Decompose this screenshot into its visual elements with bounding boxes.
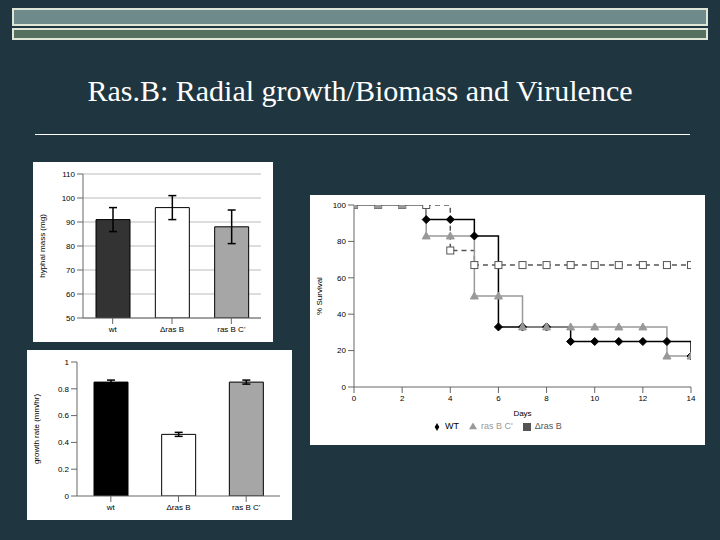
svg-text:0: 0 — [342, 383, 347, 392]
svg-text:0.8: 0.8 — [58, 385, 70, 394]
svg-text:growth rate (mm/hr): growth rate (mm/hr) — [32, 394, 41, 465]
svg-text:8: 8 — [544, 394, 549, 403]
html-text:Ras.B: Radial growth/Biomass a: Ras.B: Radial growth/Biomass and Virulen… — [87, 74, 633, 107]
svg-text:4: 4 — [448, 394, 453, 403]
svg-text:100: 100 — [333, 201, 347, 210]
svg-text:0: 0 — [352, 394, 357, 403]
svg-text:80: 80 — [66, 242, 75, 251]
svg-text:60: 60 — [337, 274, 346, 283]
svg-text:hyphal mass (mg): hyphal mass (mg) — [38, 214, 47, 278]
svg-text:ras B C': ras B C' — [232, 503, 261, 512]
svg-text:ras B C': ras B C' — [217, 325, 246, 334]
svg-text:% Survival: % Survival — [315, 277, 324, 315]
svg-text:0.6: 0.6 — [58, 411, 70, 420]
svg-text:80: 80 — [337, 237, 346, 246]
html-text:Δras B: Δras B — [534, 421, 562, 431]
svg-text:Δras B: Δras B — [166, 503, 190, 512]
svg-text:0: 0 — [65, 492, 70, 501]
html-text:ras B C': ras B C' — [481, 421, 513, 431]
svg-text:1: 1 — [65, 358, 70, 367]
svg-text:40: 40 — [337, 310, 346, 319]
svg-text:10: 10 — [590, 394, 599, 403]
svg-text:20: 20 — [337, 346, 346, 355]
svg-text:50: 50 — [66, 314, 75, 323]
svg-text:60: 60 — [66, 290, 75, 299]
html-text:WT: WT — [445, 421, 460, 431]
svg-text:70: 70 — [66, 266, 75, 275]
svg-text:12: 12 — [638, 394, 647, 403]
svg-text:Δras B: Δras B — [160, 325, 184, 334]
svg-text:wt: wt — [106, 503, 116, 512]
svg-text:6: 6 — [496, 394, 501, 403]
svg-text:0.4: 0.4 — [58, 438, 70, 447]
svg-text:90: 90 — [66, 218, 75, 227]
svg-text:wt: wt — [108, 325, 118, 334]
svg-text:2: 2 — [400, 394, 405, 403]
svg-text:0.2: 0.2 — [58, 465, 70, 474]
svg-text:14: 14 — [687, 394, 696, 403]
svg-text:110: 110 — [62, 170, 75, 179]
svg-text:100: 100 — [62, 194, 76, 203]
svg-text:Days: Days — [513, 409, 531, 418]
